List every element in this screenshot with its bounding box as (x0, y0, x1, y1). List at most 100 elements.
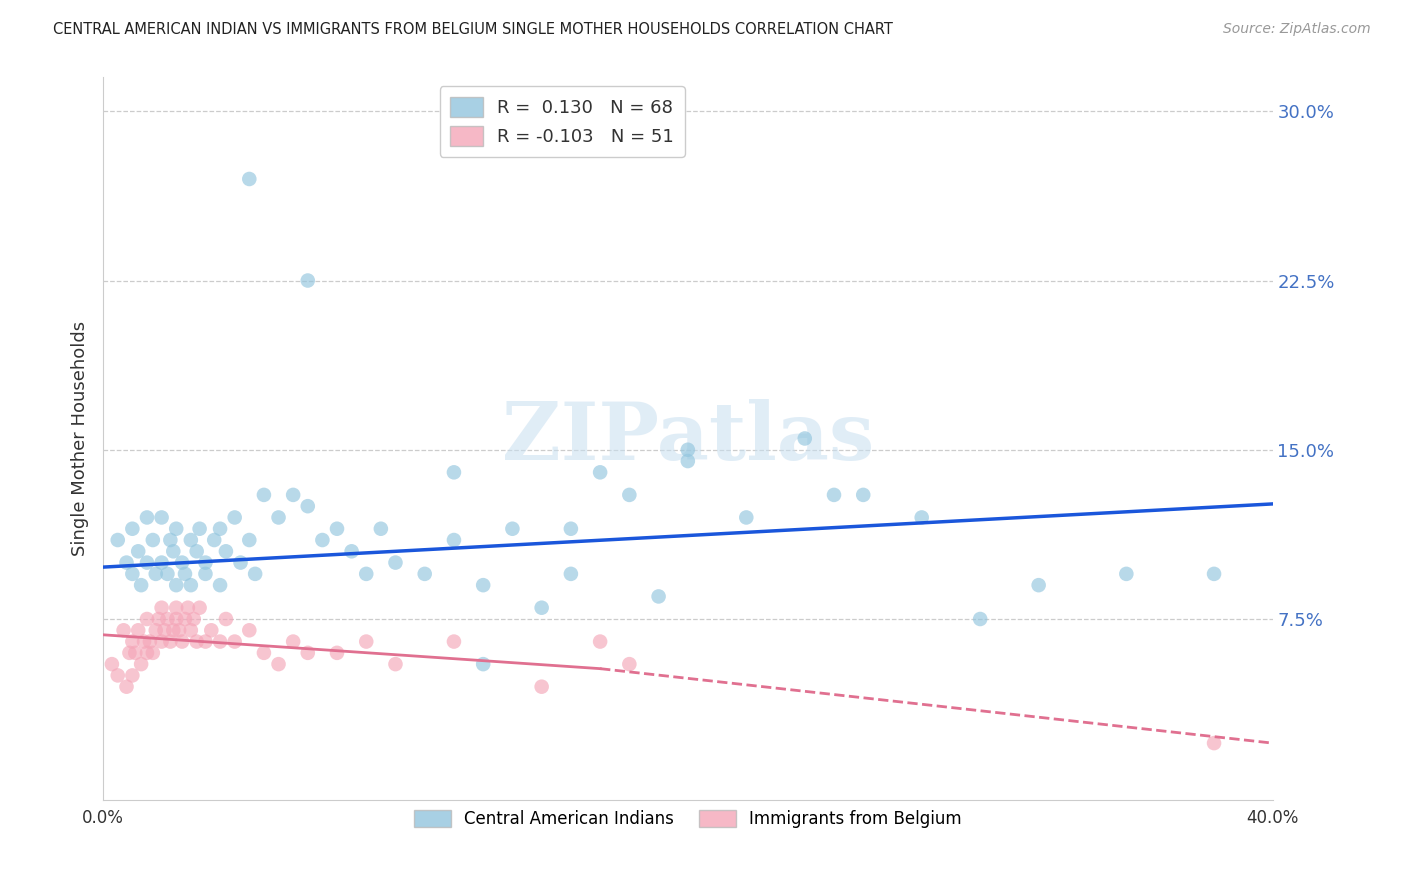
Point (413, 566, 436, 581)
Point (174, 566, 197, 581)
Point (115, 680, 138, 694)
Point (253, 488, 276, 502)
Point (354, 634, 377, 648)
Point (619, 657, 641, 672)
Point (911, 510, 934, 524)
Point (124, 646, 146, 660)
Point (174, 612, 197, 626)
Y-axis label: Single Mother Households: Single Mother Households (72, 321, 89, 556)
Point (238, 624, 260, 638)
Point (215, 612, 238, 626)
Point (326, 522, 349, 536)
Point (101, 657, 124, 672)
Point (735, 510, 758, 524)
Point (297, 646, 319, 660)
Point (224, 634, 246, 648)
Legend: Central American Indians, Immigrants from Belgium: Central American Indians, Immigrants fro… (408, 803, 969, 835)
Point (136, 556, 159, 570)
Point (112, 624, 135, 638)
Point (127, 544, 149, 558)
Point (145, 624, 167, 638)
Point (165, 600, 187, 615)
Point (165, 612, 187, 626)
Point (209, 522, 232, 536)
Point (150, 634, 173, 648)
Point (530, 680, 553, 694)
Point (619, 488, 641, 502)
Text: ZIPatlas: ZIPatlas (502, 400, 875, 477)
Point (162, 624, 184, 638)
Point (311, 533, 333, 547)
Point (194, 566, 217, 581)
Point (118, 646, 141, 660)
Point (229, 556, 252, 570)
Point (180, 578, 202, 592)
Point (132, 634, 155, 648)
Point (253, 646, 276, 660)
Point (159, 634, 181, 648)
Point (167, 624, 190, 638)
Point (129, 657, 152, 672)
Point (186, 634, 208, 648)
Point (589, 466, 612, 480)
Point (142, 646, 165, 660)
Point (267, 510, 290, 524)
Point (148, 612, 170, 626)
Point (283, 488, 305, 502)
Point (589, 634, 612, 648)
Text: Source: ZipAtlas.com: Source: ZipAtlas.com (1223, 22, 1371, 37)
Point (384, 657, 406, 672)
Point (150, 556, 173, 570)
Point (209, 578, 232, 592)
Point (150, 510, 173, 524)
Point (1115, 566, 1137, 581)
Point (384, 556, 406, 570)
Point (136, 510, 159, 524)
Point (793, 432, 815, 446)
Point (224, 510, 246, 524)
Point (139, 634, 162, 648)
Point (969, 612, 991, 626)
Point (194, 634, 217, 648)
Point (186, 544, 208, 558)
Point (297, 273, 319, 287)
Point (443, 533, 465, 547)
Point (326, 646, 349, 660)
Point (136, 646, 159, 660)
Point (156, 566, 179, 581)
Point (115, 556, 138, 570)
Point (238, 172, 260, 186)
Point (215, 544, 238, 558)
Point (560, 522, 582, 536)
Point (852, 488, 875, 502)
Point (188, 522, 211, 536)
Point (202, 533, 225, 547)
Point (156, 612, 179, 626)
Point (159, 533, 181, 547)
Point (243, 566, 266, 581)
Point (107, 668, 129, 682)
Point (145, 566, 167, 581)
Point (170, 634, 193, 648)
Point (676, 454, 699, 468)
Point (297, 499, 319, 513)
Point (121, 668, 143, 682)
Point (443, 634, 465, 648)
Point (200, 624, 222, 638)
Point (370, 522, 392, 536)
Text: CENTRAL AMERICAN INDIAN VS IMMIGRANTS FROM BELGIUM SINGLE MOTHER HOUSEHOLDS CORR: CENTRAL AMERICAN INDIAN VS IMMIGRANTS FR… (53, 22, 893, 37)
Point (283, 634, 305, 648)
Point (560, 566, 582, 581)
Point (180, 533, 202, 547)
Point (340, 544, 363, 558)
Point (530, 600, 553, 615)
Point (127, 624, 149, 638)
Point (647, 590, 669, 604)
Point (823, 488, 845, 502)
Point (443, 466, 465, 480)
Point (209, 634, 232, 648)
Point (188, 600, 211, 615)
Point (150, 600, 173, 615)
Point (121, 566, 143, 581)
Point (676, 442, 699, 457)
